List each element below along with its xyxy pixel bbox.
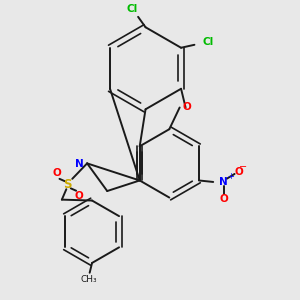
- Text: O: O: [235, 167, 244, 177]
- Text: O: O: [75, 191, 83, 201]
- Text: O: O: [182, 102, 191, 112]
- Text: N: N: [219, 177, 228, 187]
- Text: +: +: [227, 172, 234, 181]
- Text: O: O: [220, 194, 229, 205]
- Text: Cl: Cl: [127, 4, 138, 14]
- Text: CH₃: CH₃: [81, 275, 98, 284]
- Text: N: N: [75, 159, 84, 169]
- Text: O: O: [52, 169, 61, 178]
- Text: S: S: [64, 178, 72, 191]
- Text: −: −: [239, 162, 247, 172]
- Text: Cl: Cl: [202, 38, 213, 47]
